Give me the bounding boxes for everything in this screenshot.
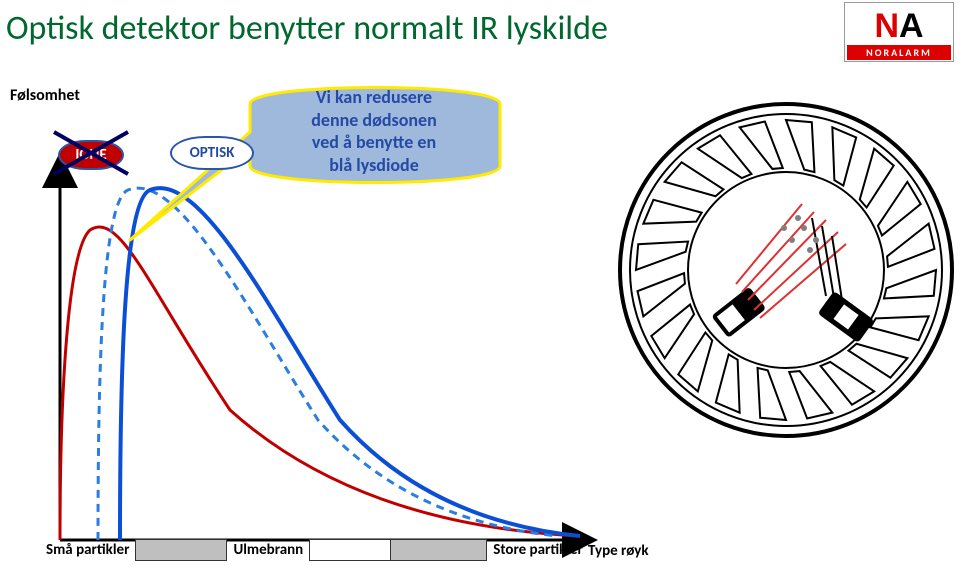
chevron-baffle	[821, 362, 875, 405]
callout-line: denne dødsonen	[264, 109, 484, 132]
curve-ione	[60, 227, 580, 540]
x-box	[309, 539, 391, 561]
callout-line: Vi kan redusere	[264, 86, 484, 109]
chevron-baffle	[716, 354, 740, 412]
chevron-baffle	[884, 270, 936, 298]
x-box	[135, 539, 227, 561]
chevron-baffle	[789, 371, 832, 418]
pill-ione: IONE	[58, 140, 124, 170]
chevron-baffle	[651, 305, 694, 359]
page-title: Optisk detektor benytter normalt IR lysk…	[6, 8, 608, 49]
brand-logo: N A NORALARM	[844, 2, 954, 62]
x-label-smolder: Ulmebrann	[233, 541, 303, 559]
logo-letter-a: A	[899, 9, 924, 43]
chevron-baffle	[832, 127, 856, 185]
chevron-baffle	[698, 135, 752, 178]
callout-line: ved å benytte en	[264, 131, 484, 154]
detector-schematic	[616, 100, 956, 440]
chevron-baffle	[636, 242, 688, 270]
chevron-baffle	[678, 333, 712, 392]
chevron-baffle	[887, 224, 934, 267]
logo-bar-text: NORALARM	[847, 45, 951, 60]
x-box	[390, 539, 487, 561]
chevron-baffle	[665, 162, 724, 196]
callout-line: blå lysdiode	[264, 154, 484, 177]
chevron-baffle	[878, 182, 921, 236]
chevron-baffle	[870, 316, 928, 340]
chevron-baffle	[860, 149, 894, 208]
x-label-small: Små partikler	[46, 541, 129, 559]
chevron-baffle	[849, 344, 908, 378]
x-label-large: Store partikler	[493, 541, 583, 559]
callout-text: Vi kan redusere denne dødsonen ved å ben…	[264, 86, 484, 176]
curve-optisk-blue-led	[98, 188, 558, 540]
logo-letter-n: N	[874, 9, 899, 43]
chevron-baffle	[637, 273, 684, 316]
x-axis-tail-label: Type røyk	[588, 542, 649, 560]
x-axis-scale: Små partikler Ulmebrann Store partikler	[52, 538, 612, 562]
chevron-baffle	[740, 121, 783, 168]
chevron-baffle	[758, 368, 786, 420]
chevron-baffle	[786, 120, 814, 172]
chevron-baffle	[643, 200, 701, 224]
pill-optisk: OPTISK	[170, 136, 254, 170]
